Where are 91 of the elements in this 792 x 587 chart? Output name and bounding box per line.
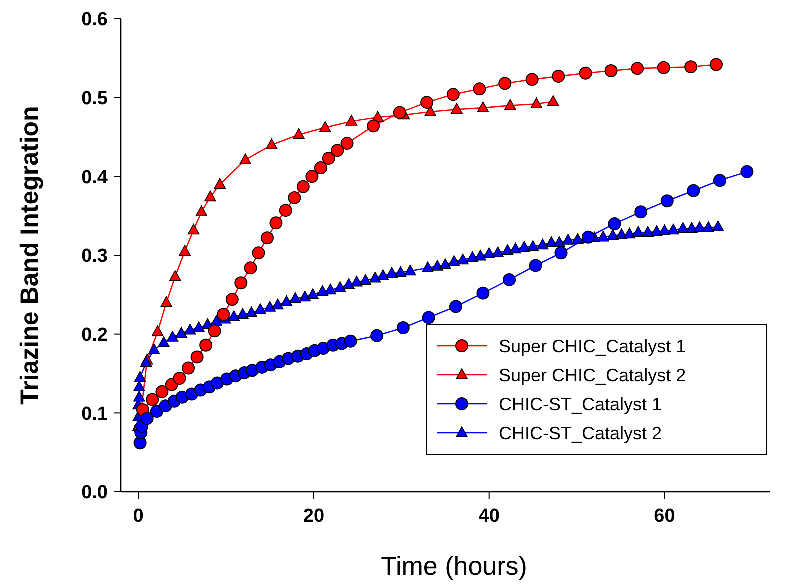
point	[503, 273, 516, 286]
point	[504, 99, 516, 110]
point	[234, 276, 248, 290]
point	[346, 115, 358, 126]
point	[314, 161, 328, 174]
x-tick-label: 0	[133, 506, 144, 527]
point	[526, 73, 539, 86]
point	[631, 62, 644, 76]
point	[367, 120, 380, 133]
point	[288, 191, 302, 204]
point	[190, 350, 204, 364]
point	[270, 216, 283, 230]
point	[188, 224, 200, 235]
point	[246, 364, 260, 378]
point	[244, 262, 258, 275]
legend-label: CHIC-ST_Catalyst 1	[499, 394, 662, 414]
point	[450, 300, 463, 314]
point	[740, 165, 754, 178]
legend-label: Super CHIC_Catalyst 1	[499, 336, 686, 356]
point	[208, 324, 222, 338]
point	[579, 66, 592, 80]
point	[152, 326, 164, 336]
point	[293, 128, 305, 140]
point	[204, 190, 216, 202]
y-axis-title: Triazine Band Integration	[16, 106, 44, 405]
point	[140, 412, 154, 426]
point	[266, 138, 278, 150]
legend-label: Super CHIC_Catalyst 2	[499, 365, 686, 386]
y-tick-label: 0.5	[82, 88, 108, 110]
point	[344, 334, 358, 348]
legend-label: CHIC-ST_Catalyst 2	[499, 423, 662, 444]
y-tick-label: 0.0	[82, 482, 108, 504]
point	[396, 322, 410, 335]
point	[498, 77, 512, 90]
point	[296, 180, 310, 194]
point	[451, 103, 463, 114]
point	[252, 246, 266, 260]
point	[420, 96, 434, 110]
point	[260, 232, 274, 245]
point	[422, 311, 436, 324]
point	[160, 296, 173, 308]
point	[156, 385, 169, 398]
point	[370, 329, 384, 342]
x-tick-label: 20	[303, 506, 325, 527]
point	[393, 106, 406, 120]
point	[169, 270, 182, 282]
point	[634, 206, 648, 219]
y-tick-label: 0.3	[82, 246, 108, 268]
point	[214, 178, 226, 189]
point	[554, 246, 568, 260]
y-tick-label: 0.6	[82, 10, 108, 31]
y-tick-label: 0.1	[82, 404, 108, 425]
point	[552, 70, 566, 84]
point	[196, 206, 208, 217]
point	[710, 58, 723, 72]
point	[210, 376, 224, 390]
point	[530, 98, 543, 109]
point	[547, 95, 560, 106]
point	[340, 137, 354, 150]
point	[306, 170, 319, 184]
point	[279, 204, 292, 218]
y-tick-label: 0.4	[82, 167, 108, 188]
point	[182, 362, 196, 375]
point	[529, 259, 542, 272]
point	[687, 184, 700, 198]
point	[660, 194, 674, 208]
point	[714, 174, 727, 188]
y-tick-label: 0.2	[82, 324, 108, 346]
point	[446, 88, 460, 102]
point	[200, 338, 213, 352]
point	[476, 286, 490, 300]
point	[146, 393, 160, 406]
x-tick-label: 40	[478, 506, 500, 527]
point	[657, 61, 670, 74]
x-axis-title: Time (hours)	[381, 551, 528, 581]
point	[240, 154, 252, 165]
point	[424, 106, 436, 116]
point	[473, 82, 486, 96]
point	[604, 64, 618, 78]
point	[608, 217, 622, 230]
point	[217, 308, 230, 322]
point	[477, 102, 490, 112]
point	[331, 144, 344, 158]
x-tick-label: 60	[654, 506, 676, 527]
point	[684, 60, 698, 74]
point	[322, 152, 336, 166]
point	[319, 121, 332, 132]
point	[173, 372, 186, 385]
point	[150, 405, 164, 418]
point	[226, 293, 239, 306]
point	[179, 245, 191, 256]
